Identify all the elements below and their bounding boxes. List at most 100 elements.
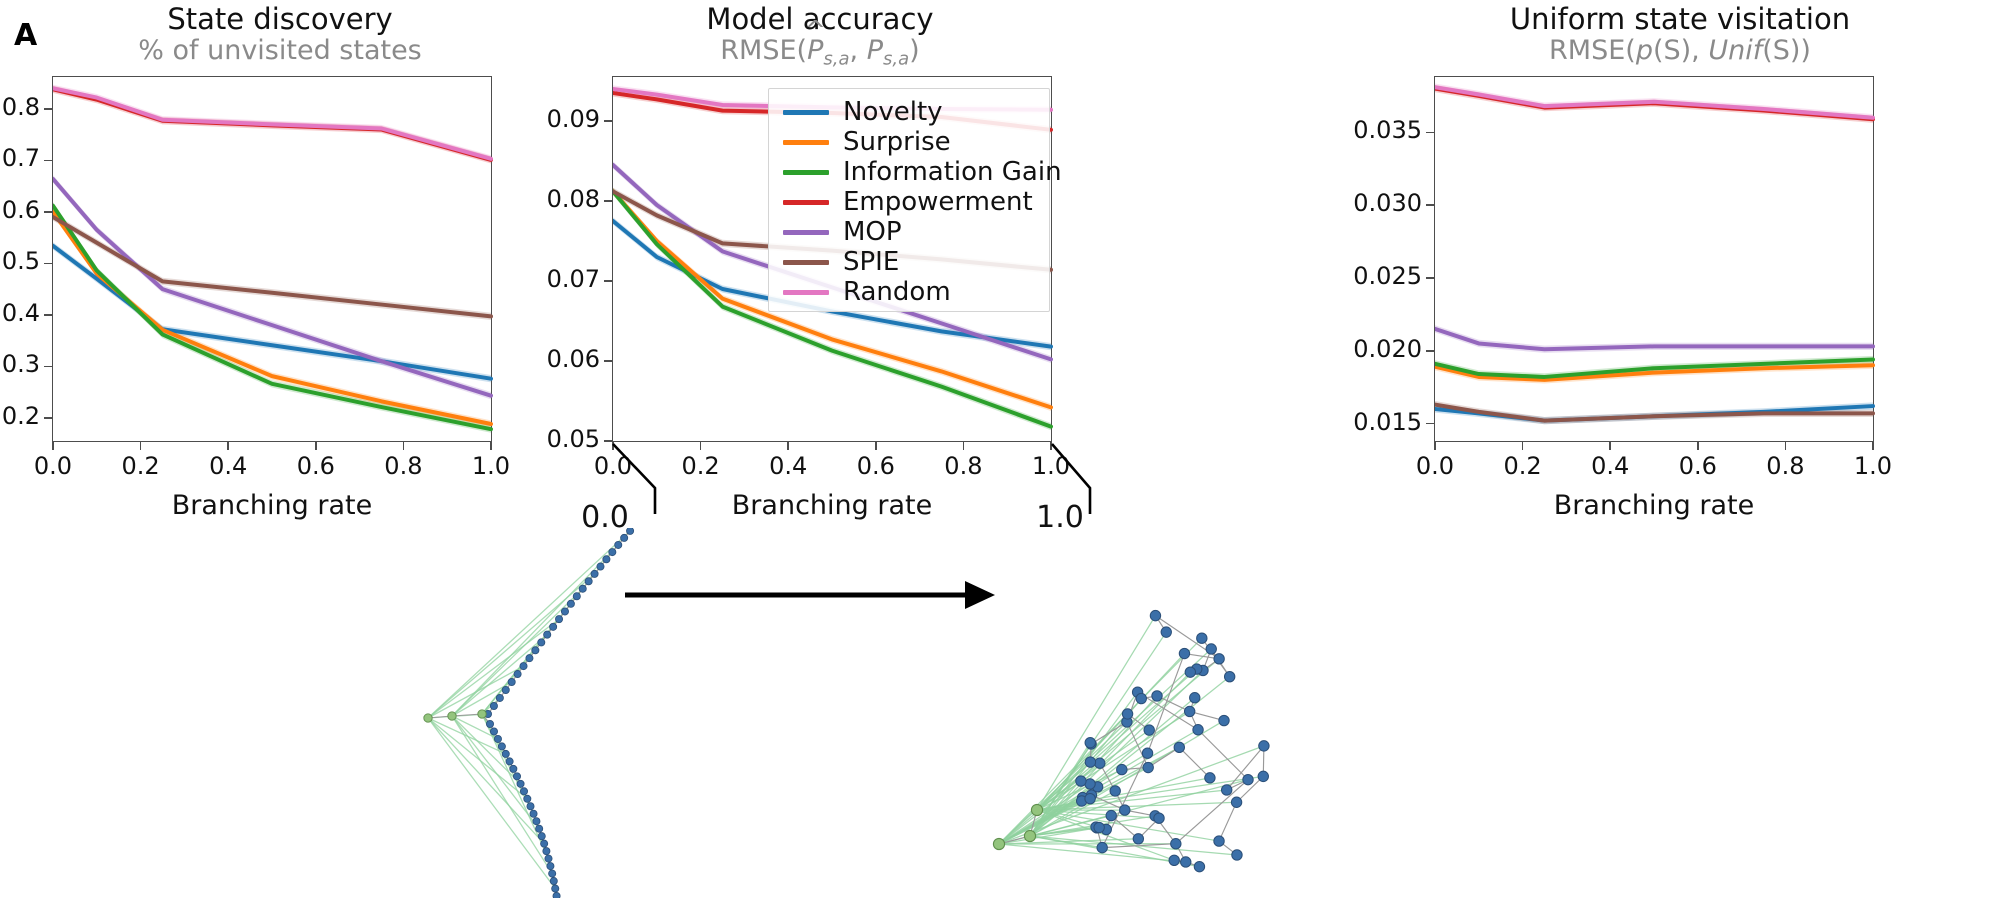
- chart-subtitle-state-discovery: % of unvisited states: [138, 35, 422, 66]
- legend: Novelty Surprise Information Gain Empowerme…: [768, 88, 1062, 312]
- legend-color-swatch: [783, 259, 829, 265]
- x-tick-mark: [1697, 442, 1699, 450]
- xlabel-uniform-state-visitation: Branching rate: [1553, 490, 1755, 521]
- panel-letter: A: [14, 18, 38, 53]
- graph-edges: [427, 528, 634, 897]
- x-tick-label: 0.4: [769, 452, 808, 480]
- x-tick-mark: [52, 442, 54, 450]
- y-tick-mark: [604, 360, 612, 362]
- p-subscript: s,a: [883, 48, 910, 70]
- x-tick-label: 0.2: [1503, 452, 1542, 480]
- x-tick-mark: [1521, 442, 1524, 450]
- series-line: [1435, 86, 1875, 122]
- plot-area-uniform-state-visitation: [1434, 76, 1874, 442]
- legend-item-information-gain[interactable]: Information Gain: [783, 155, 1062, 189]
- y-tick-label: 0.7: [1, 144, 40, 173]
- legend-item-surprise[interactable]: Surprise: [783, 125, 951, 159]
- y-tick-label: 0.015: [1353, 407, 1422, 436]
- x-tick-label: 1.0: [471, 452, 511, 480]
- x-tick-mark: [1872, 442, 1874, 450]
- y-tick-label: 0.035: [1353, 116, 1422, 145]
- x-tick-mark: [612, 442, 614, 450]
- error-band: [53, 213, 491, 321]
- legend-item-novelty[interactable]: Novelty: [783, 95, 943, 129]
- chart-title-state-discovery: State discovery: [167, 2, 393, 36]
- y-tick-label: 0.020: [1353, 334, 1422, 363]
- y-tick-label: 0.4: [1, 298, 40, 327]
- y-tick-mark: [44, 417, 52, 419]
- comma-sep: ,: [849, 35, 867, 66]
- x-tick-mark: [315, 442, 317, 450]
- x-tick-label: 0.2: [681, 452, 720, 480]
- y-tick-mark: [1426, 131, 1434, 134]
- y-tick-mark: [604, 200, 612, 202]
- network-label-left: 0.0: [581, 500, 629, 535]
- y-tick-label: 0.09: [546, 105, 600, 133]
- y-tick-label: 0.5: [1, 247, 40, 276]
- error-band: [1435, 325, 1873, 353]
- legend-color-swatch: [783, 229, 829, 235]
- y-tick-label: 0.2: [1, 401, 40, 430]
- y-tick-label: 0.025: [1353, 261, 1422, 290]
- error-band: [613, 161, 1051, 364]
- series-line: [1435, 357, 1875, 379]
- y-tick-mark: [604, 440, 612, 442]
- legend-label: Random: [843, 277, 951, 307]
- series-line: [53, 86, 493, 161]
- legend-label: SPIE: [843, 247, 900, 277]
- legend-color-swatch: [783, 109, 829, 115]
- y-tick-mark: [44, 108, 52, 110]
- paren-s-2: (S)): [1762, 35, 1811, 66]
- y-tick-mark: [1426, 349, 1434, 352]
- legend-item-spie[interactable]: SPIE: [783, 245, 899, 279]
- y-tick-label: 0.07: [546, 265, 600, 293]
- transition-arrow: [625, 581, 995, 609]
- series-line: [53, 243, 493, 381]
- chart-subtitle-uniform-state-visitation: RMSE(p(S), Unif(S)): [1440, 35, 1920, 66]
- y-tick-label: 0.08: [546, 185, 600, 213]
- callout-connectors: [612, 443, 1092, 514]
- x-tick-mark: [139, 442, 142, 450]
- network-graph-high-branching: [992, 609, 1270, 873]
- x-tick-mark: [699, 442, 702, 450]
- legend-item-mop[interactable]: MOP: [783, 215, 902, 249]
- legend-item-random[interactable]: Random: [783, 275, 951, 309]
- legend-label: Surprise: [843, 127, 951, 157]
- p-hat-subscript: s,a: [823, 48, 850, 70]
- legend-item-empowerment[interactable]: Empowerment: [783, 185, 1033, 219]
- legend-color-swatch: [783, 169, 829, 175]
- y-tick-mark: [1426, 204, 1434, 206]
- legend-label: Empowerment: [843, 187, 1033, 217]
- y-tick-mark: [1426, 422, 1434, 425]
- rmse-text-2: RMSE(: [1549, 35, 1636, 66]
- error-band: [53, 208, 491, 428]
- x-tick-label: 0.6: [856, 452, 895, 480]
- series-line: [53, 209, 493, 427]
- graph-nodes: [992, 609, 1270, 873]
- series-line: [1435, 363, 1875, 382]
- y-tick-label: 0.06: [546, 345, 600, 373]
- x-tick-mark: [1434, 442, 1436, 450]
- y-tick-mark: [604, 120, 612, 122]
- x-tick-label: 0.0: [33, 452, 73, 480]
- x-tick-label: 0.6: [1678, 452, 1717, 480]
- error-band: [613, 217, 1051, 351]
- y-tick-mark: [44, 365, 52, 368]
- legend-label: MOP: [843, 217, 902, 247]
- legend-label: Information Gain: [843, 157, 1062, 187]
- series-line: [1435, 402, 1875, 423]
- x-tick-mark: [1609, 442, 1611, 450]
- y-tick-label: 0.030: [1353, 189, 1422, 218]
- y-tick-mark: [44, 211, 52, 213]
- legend-color-swatch: [783, 139, 829, 145]
- y-tick-mark: [44, 159, 52, 162]
- y-tick-mark: [44, 314, 52, 316]
- y-tick-mark: [1426, 277, 1434, 279]
- y-tick-mark: [604, 280, 612, 282]
- legend-color-swatch: [783, 289, 829, 295]
- x-tick-label: 0.4: [209, 452, 248, 480]
- unif-symbol: Unif: [1708, 35, 1763, 66]
- series-line: [1435, 326, 1875, 352]
- close-paren: ): [909, 35, 920, 66]
